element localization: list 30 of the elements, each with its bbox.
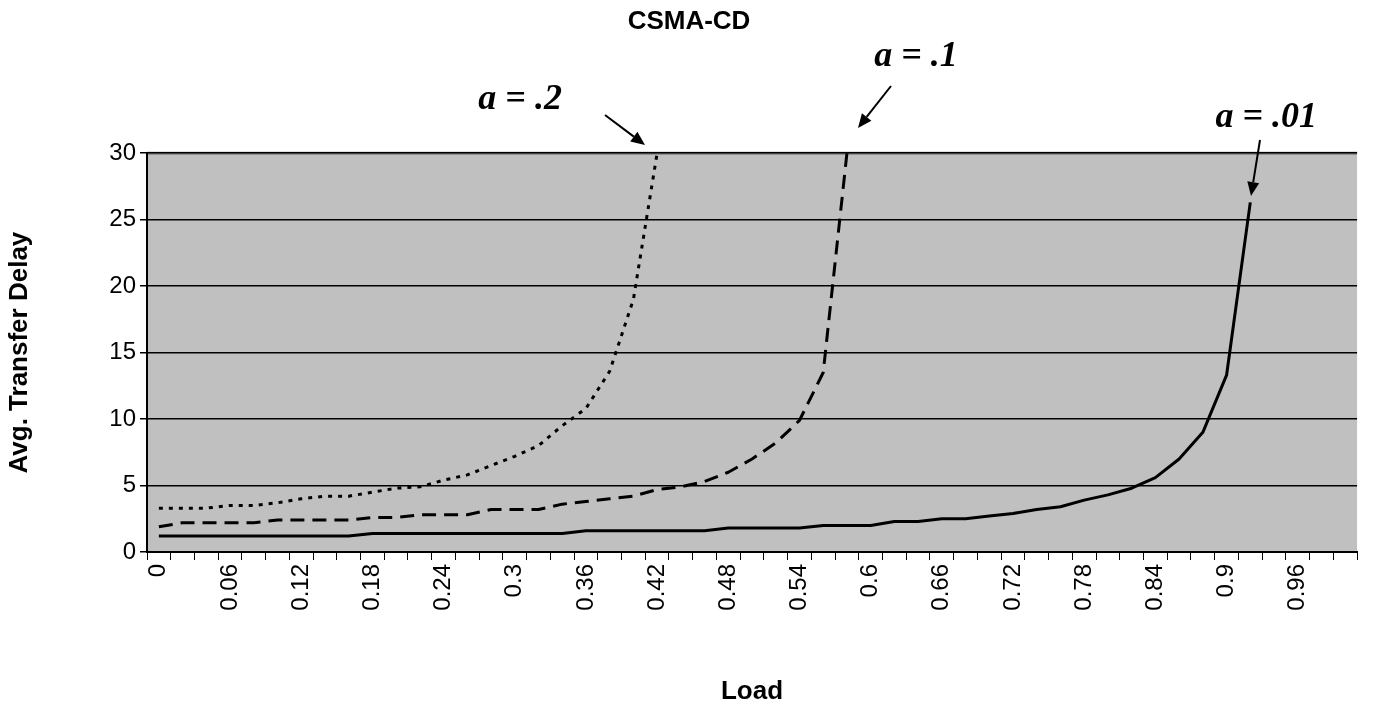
x-tick-label: 0.54 xyxy=(784,564,812,611)
y-tick-label: 25 xyxy=(109,204,136,232)
y-axis-title: Avg. Transfer Delay xyxy=(2,231,33,474)
text: a = .01 xyxy=(1215,94,1318,135)
x-tick-label: 0.48 xyxy=(712,564,740,611)
y-tick-label: 20 xyxy=(109,270,136,298)
text: a = .1 xyxy=(874,34,958,75)
y-tick-label: 30 xyxy=(109,137,136,165)
x-tick-label: 0.24 xyxy=(428,564,456,611)
chart-title: CSMA-CD xyxy=(627,4,751,35)
x-tick-label: 0.96 xyxy=(1282,564,1310,611)
x-tick-label: 0.9 xyxy=(1211,564,1239,598)
x-tick-label: 0.78 xyxy=(1068,564,1096,611)
x-tick-label: 0.3 xyxy=(499,564,527,598)
x-axis-title: Load xyxy=(720,674,784,705)
x-tick-label: 0.66 xyxy=(926,564,954,611)
x-tick-label: 0.12 xyxy=(285,564,313,611)
x-tick-label: 0.6 xyxy=(855,564,883,598)
text: a = .2 xyxy=(478,77,562,118)
x-tick-label: 0.06 xyxy=(214,564,242,611)
y-tick-label: 5 xyxy=(122,470,136,498)
x-tick-label: 0.18 xyxy=(357,564,385,611)
x-tick-label: 0.42 xyxy=(641,564,669,611)
x-tick-label: 0.84 xyxy=(1140,564,1168,611)
y-tick-label: 0 xyxy=(122,536,136,564)
y-tick-label: 10 xyxy=(109,403,136,431)
x-tick-label: 0 xyxy=(143,564,171,578)
x-tick-label: 0.36 xyxy=(570,564,598,611)
y-tick-label: 15 xyxy=(109,337,136,365)
x-tick-label: 0.72 xyxy=(997,564,1025,611)
